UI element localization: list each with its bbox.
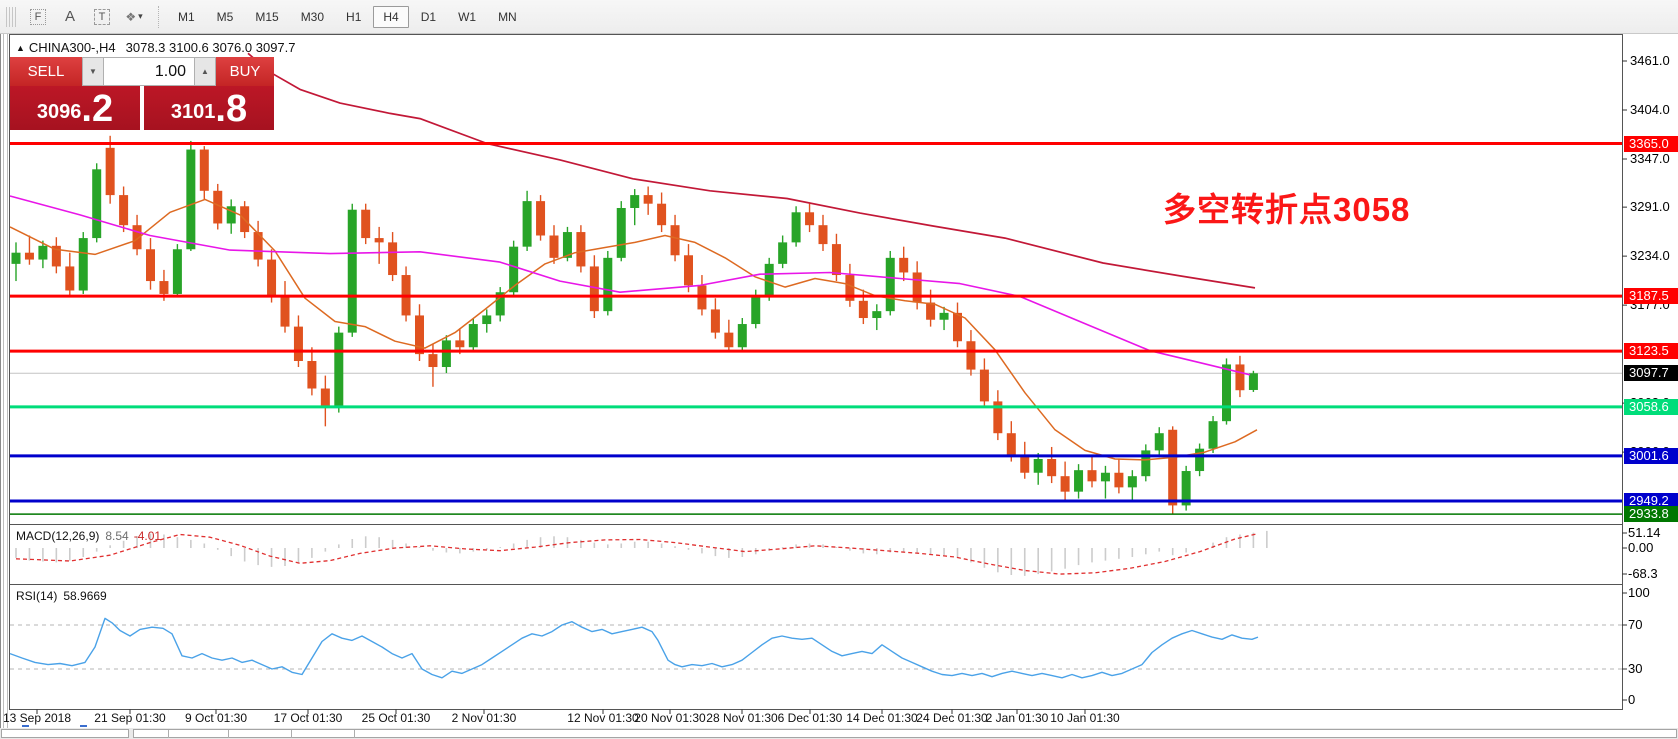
- docked-panel-tick: [168, 730, 169, 738]
- rsi-scale-label: 70: [1628, 617, 1643, 632]
- level-price-label: 3123.5: [1624, 343, 1678, 360]
- macd-label: MACD(12,26,9) 8.54 -4.01: [16, 529, 161, 543]
- level-price-label: 3187.5: [1624, 288, 1678, 305]
- docked-panel-tick: [291, 730, 292, 738]
- buy-button-label: BUY: [229, 63, 261, 80]
- timeframe-m30-button[interactable]: M30: [300, 9, 325, 24]
- volume-input[interactable]: [104, 57, 194, 86]
- collapse-triangle-icon[interactable]: ▲: [16, 43, 25, 53]
- volume-decrease-button[interactable]: ▼: [82, 57, 104, 86]
- timeframe-h4-button[interactable]: H4: [373, 5, 409, 28]
- macd-scale-label: -68.3: [1628, 566, 1658, 581]
- price-tick-label: 3347.0: [1630, 150, 1670, 166]
- level-price-label: 3001.6: [1624, 447, 1678, 464]
- macd-signal-value: -4.01: [133, 529, 162, 543]
- date-label: 6 Dec 01:30: [777, 711, 843, 725]
- buy-button[interactable]: BUY: [216, 57, 274, 86]
- price-tick-label: 3404.0: [1630, 101, 1670, 117]
- arrange-icon: ❖: [125, 9, 137, 24]
- one-click-trading-panel: SELL ▼ ▲ BUY 3096.2 3101.8: [10, 57, 274, 130]
- rsi-name: RSI(14): [16, 589, 58, 603]
- macd-scale-label: 0.00: [1628, 540, 1654, 555]
- sell-price-pip: .2: [81, 88, 114, 130]
- label-tool-icon: T: [93, 8, 111, 25]
- rsi-scale-label: 30: [1628, 661, 1643, 676]
- timeframe-m15-button[interactable]: M15: [255, 9, 279, 24]
- docked-panel-edge: [0, 725, 1678, 739]
- rsi-scale-label: 100: [1628, 585, 1650, 600]
- current-price-label: 3097.7: [1624, 365, 1678, 382]
- sell-price-int: 3096: [36, 101, 82, 123]
- spinner-up-icon: ▲: [201, 67, 209, 76]
- timeframe-h1-button[interactable]: H1: [346, 9, 362, 24]
- symbol-period-label: CHINA300-,H4: [28, 40, 116, 55]
- templates-icon: F: [29, 8, 47, 25]
- templates-tool-button[interactable]: F: [25, 5, 51, 29]
- date-label: 12 Nov 01:30: [567, 711, 639, 725]
- date-label: 13 Sep 2018: [2, 711, 72, 725]
- price-tick-label: 3234.0: [1630, 248, 1670, 264]
- macd-name: MACD(12,26,9): [16, 529, 100, 543]
- date-label: 21 Sep 01:30: [94, 711, 166, 725]
- rsi-scale-label: 0: [1628, 692, 1636, 707]
- date-label: 20 Nov 01:30: [634, 711, 706, 725]
- level-price-label: 3365.0: [1624, 135, 1678, 152]
- date-label: 17 Oct 01:30: [273, 711, 343, 725]
- timeframe-d1-button[interactable]: D1: [420, 9, 437, 24]
- buy-price-int: 3101: [170, 101, 216, 123]
- price-tick-label: 3291.0: [1630, 199, 1670, 215]
- date-label: 2 Jan 01:30: [985, 711, 1049, 725]
- chart-annotation-text: 多空转折点3058: [1163, 191, 1411, 228]
- chart-canvas[interactable]: [0, 34, 1678, 739]
- date-label: 2 Nov 01:30: [451, 711, 517, 725]
- date-label: 9 Oct 01:30: [184, 711, 248, 725]
- buy-price-display[interactable]: 3101.8: [144, 86, 274, 130]
- price-tick-label: 3461.0: [1630, 53, 1670, 68]
- macd-main-value: 8.54: [105, 529, 129, 543]
- docked-panel-tick: [228, 730, 229, 738]
- spinner-down-icon: ▼: [89, 67, 97, 76]
- docked-panel-box[interactable]: [1, 729, 129, 738]
- toolbar-grip-icon[interactable]: [6, 6, 16, 27]
- rsi-label: RSI(14) 58.9669: [16, 589, 107, 603]
- toolbar: F A T ❖ ▾ M1 M5 M15 M30 H1 H4 D1 W1 MN: [0, 0, 1678, 34]
- timeframe-mn-button[interactable]: MN: [498, 9, 517, 24]
- timeframe-buttons: M1 M5 M15 M30 H1 H4 D1 W1 MN: [167, 5, 528, 28]
- arrange-tool-button[interactable]: ❖ ▾: [121, 5, 147, 29]
- date-label: 10 Jan 01:30: [1050, 711, 1120, 725]
- toolbar-separator: [158, 5, 159, 28]
- text-tool-icon: A: [64, 8, 75, 25]
- volume-increase-button[interactable]: ▲: [194, 57, 216, 86]
- date-label: 25 Oct 01:30: [361, 711, 431, 725]
- label-tool-button[interactable]: T: [89, 5, 115, 29]
- level-price-label: 2933.8: [1624, 506, 1678, 523]
- rsi-value: 58.9669: [63, 589, 107, 603]
- buy-price-pip: .8: [215, 88, 248, 130]
- timeframe-m5-button[interactable]: M5: [216, 9, 234, 24]
- level-price-label: 2949.2: [1624, 492, 1678, 509]
- date-label: 24 Dec 01:30: [916, 711, 988, 725]
- macd-scale-label: 51.14: [1628, 525, 1661, 540]
- docked-panel-bar[interactable]: [133, 729, 1677, 738]
- dropdown-caret-icon: ▾: [138, 11, 143, 21]
- timeframe-w1-button[interactable]: W1: [458, 9, 477, 24]
- text-tool-button[interactable]: A: [57, 5, 83, 29]
- time-axis[interactable]: 13 Sep 2018 21 Sep 01:30 9 Oct 01:30 17 Oct…: [0, 711, 1622, 728]
- sell-button[interactable]: SELL: [10, 57, 82, 86]
- timeframe-m1-button[interactable]: M1: [178, 9, 195, 24]
- level-price-label: 3058.6: [1624, 398, 1678, 415]
- date-label: 14 Dec 01:30: [846, 711, 918, 725]
- docked-panel-tick: [354, 730, 355, 738]
- sell-button-label: SELL: [27, 63, 65, 80]
- date-label: 28 Nov 01:30: [706, 711, 778, 725]
- ohlc-values: 3078.3 3100.6 3076.0 3097.7: [125, 40, 296, 55]
- scroll-marker: [80, 725, 87, 727]
- sell-price-display[interactable]: 3096.2: [10, 86, 140, 130]
- chart-title: ▲ CHINA300-,H4 3078.3 3100.6 3076.0 3097.7: [16, 40, 296, 55]
- scroll-marker: [22, 725, 29, 727]
- chart-window: [0, 34, 1678, 739]
